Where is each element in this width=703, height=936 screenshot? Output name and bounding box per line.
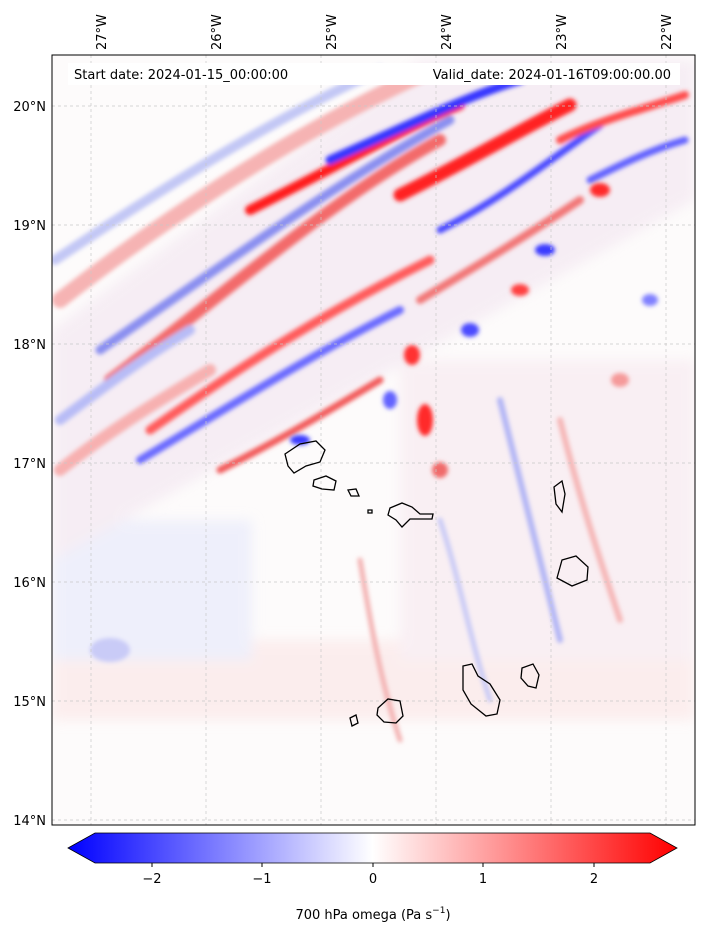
island-santa-luzia	[347, 488, 360, 497]
colorbar-tick-label: 1	[479, 872, 487, 887]
colorbar-bar	[67, 832, 678, 864]
coastlines	[284, 440, 589, 727]
colorbar-tick-label: −2	[142, 872, 161, 887]
lon-tick-label: 22°W	[660, 14, 675, 50]
colorbar-tick-label: 2	[590, 872, 598, 887]
lon-tick-label: 23°W	[555, 14, 570, 50]
lat-tick-label: 18°N	[13, 338, 46, 353]
colorbar-label: 700 hPa omega (Pa s−1)	[295, 906, 450, 923]
lat-tick-label: 19°N	[13, 219, 46, 234]
map-panel: Start date: 2024-01-15_00:00:00 Valid_da…	[51, 54, 696, 826]
latitude-labels: 20°N 19°N 18°N 17°N 16°N 15°N 14°N	[13, 100, 46, 829]
omega-field	[52, 60, 695, 743]
valid-date-label: Valid_date: 2024-01-16T09:00:00.00	[433, 68, 671, 83]
colorbar: −2 −1 0 1 2 700 hPa omega (Pa s−1)	[67, 832, 678, 923]
lat-tick-label: 15°N	[13, 695, 46, 710]
colorbar-ticks	[151, 863, 595, 867]
island-boa-vista	[556, 555, 589, 587]
island-sao-nicolau	[387, 502, 434, 528]
lat-tick-label: 17°N	[13, 457, 46, 472]
longitude-labels: 27°W 26°W 25°W 24°W 23°W 22°W	[95, 14, 675, 50]
gridlines	[52, 55, 695, 825]
island-brava	[349, 714, 359, 727]
colorbar-tick-label: 0	[369, 872, 377, 887]
island-sao-vicente	[312, 475, 337, 491]
island-maio	[520, 663, 540, 689]
island-fogo	[376, 698, 404, 724]
island-sal	[553, 479, 566, 514]
lon-tick-label: 27°W	[95, 14, 110, 50]
lon-tick-label: 26°W	[210, 14, 225, 50]
lat-tick-label: 16°N	[13, 576, 46, 591]
lon-tick-label: 25°W	[325, 14, 340, 50]
island-santo-antao	[284, 440, 326, 474]
map-frame	[51, 54, 696, 826]
date-strip	[68, 63, 680, 85]
lat-tick-label: 14°N	[13, 814, 46, 829]
lat-tick-label: 20°N	[13, 100, 46, 115]
colorbar-tick-label: −1	[252, 872, 271, 887]
island-raso	[367, 509, 373, 514]
lon-tick-label: 24°W	[440, 14, 455, 50]
island-santiago	[462, 663, 501, 717]
start-date-label: Start date: 2024-01-15_00:00:00	[74, 68, 288, 83]
